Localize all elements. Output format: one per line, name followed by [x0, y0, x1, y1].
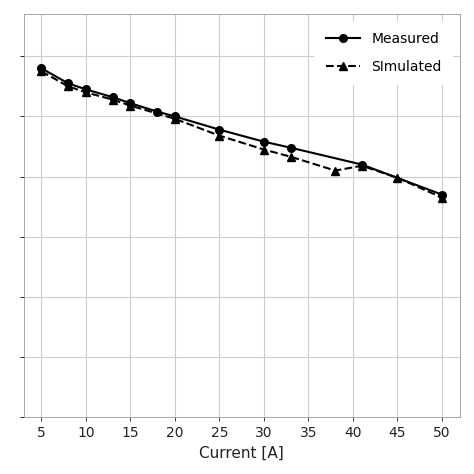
SImulated [65, 83, 71, 89]
SImulated [128, 103, 133, 109]
SImulated [172, 116, 178, 122]
Measured [128, 100, 133, 106]
Measured [39, 65, 45, 71]
Measured [439, 192, 445, 198]
Line: Measured: Measured [37, 64, 446, 199]
SImulated [39, 69, 45, 74]
SImulated [439, 195, 445, 201]
Measured [288, 145, 293, 151]
Measured [261, 139, 267, 145]
SImulated [359, 163, 365, 169]
SImulated [288, 154, 293, 160]
Measured [359, 162, 365, 167]
Measured [155, 109, 160, 115]
SImulated [217, 133, 222, 138]
Measured [110, 94, 116, 100]
Measured [217, 127, 222, 133]
Measured [65, 81, 71, 86]
SImulated [261, 146, 267, 152]
SImulated [332, 168, 338, 173]
SImulated [110, 97, 116, 102]
Line: SImulated: SImulated [37, 67, 446, 201]
Legend: Measured, SImulated: Measured, SImulated [314, 21, 453, 85]
Measured [83, 87, 89, 92]
Measured [172, 114, 178, 119]
SImulated [395, 175, 401, 181]
SImulated [83, 90, 89, 95]
X-axis label: Current [A]: Current [A] [200, 446, 284, 461]
